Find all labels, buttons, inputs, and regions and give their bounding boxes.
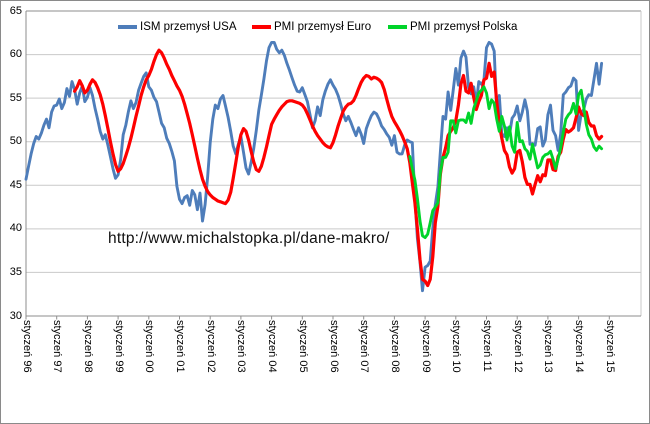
legend-label-pmi-euro: PMI przemysł Euro: [274, 21, 372, 33]
legend-label-pmi-polska: PMI przemysł Polska: [410, 21, 518, 33]
x-tick-label: styczeń 04: [266, 320, 279, 373]
series-line-2: [408, 85, 604, 240]
y-tick-label: 45: [9, 178, 22, 191]
legend-swatch-pmi-polska: [388, 25, 407, 29]
x-tick-label: styczeń 15: [603, 320, 616, 373]
x-tick-label: styczeń 06: [327, 320, 340, 373]
x-tick-label: styczeń 08: [388, 320, 401, 373]
series-line-1: [72, 48, 604, 288]
x-tick-label: styczeń 03: [235, 320, 248, 373]
x-tick-label: styczeń 96: [20, 320, 33, 373]
x-tick-label: styczeń 05: [296, 320, 309, 373]
legend-item-pmi-polska: PMI przemysł Polska: [388, 20, 517, 34]
legend-label-ism-usa: ISM przemysł USA: [140, 21, 237, 33]
x-tick-label: styczeń 12: [511, 320, 524, 373]
legend-swatch-pmi-euro: [252, 25, 271, 29]
y-tick-label: 55: [9, 91, 22, 104]
legend-swatch-ism-usa: [118, 25, 137, 29]
x-tick-label: styczeń 00: [143, 320, 156, 373]
x-tick-label: styczeń 09: [419, 320, 432, 373]
legend-item-pmi-euro: PMI przemysł Euro: [252, 20, 371, 34]
x-tick-label: styczeń 01: [174, 320, 186, 373]
y-tick-label: 30: [9, 309, 22, 322]
y-tick-label: 35: [9, 265, 22, 278]
y-tick-label: 40: [9, 222, 22, 235]
legend-item-ism-usa: ISM przemysł USA: [118, 20, 237, 34]
y-tick-label: 60: [9, 48, 22, 61]
x-tick-label: styczeń 11: [481, 320, 493, 372]
x-tick-label: styczeń 07: [358, 320, 371, 373]
x-tick-label: styczeń 97: [51, 320, 64, 373]
x-tick-label: styczeń 02: [204, 320, 217, 373]
x-tick-label: styczeń 14: [573, 320, 586, 373]
x-tick-label: styczeń 13: [542, 320, 555, 373]
y-tick-label: 50: [9, 135, 22, 148]
watermark-url-text: http://www.michalstopka.pl/dane-makro/: [108, 230, 390, 247]
y-tick-label: 65: [9, 4, 22, 17]
x-tick-label: styczeń 99: [112, 320, 125, 373]
x-tick-label: styczeń 98: [81, 320, 94, 373]
x-tick-label: styczeń 10: [450, 320, 463, 373]
